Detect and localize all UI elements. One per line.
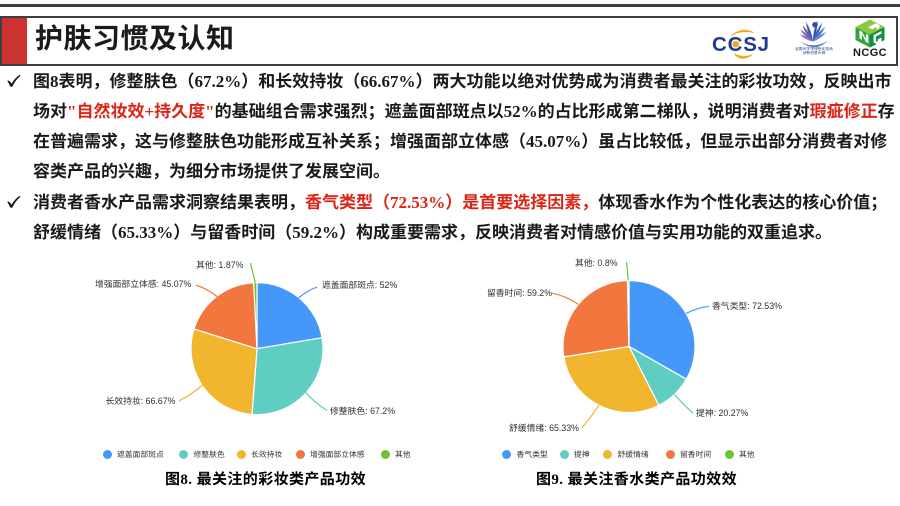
svg-text:CCSJ: CCSJ [712, 33, 770, 56]
